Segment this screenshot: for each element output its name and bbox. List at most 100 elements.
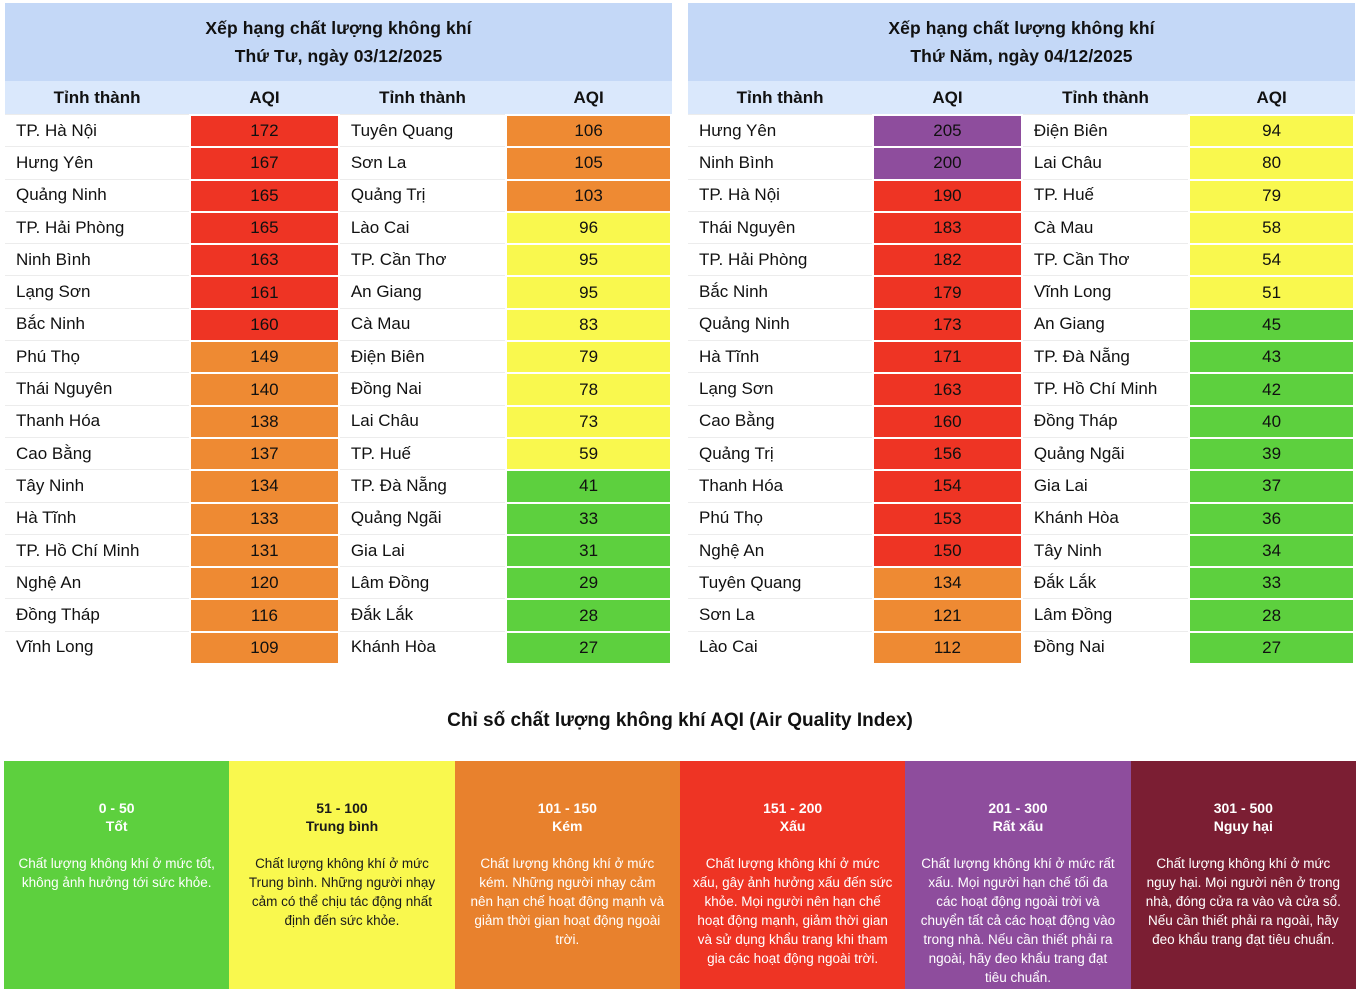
province-cell: Thái Nguyên: [688, 210, 873, 244]
aqi-value-cell: 161: [189, 275, 340, 308]
aqi-value-cell: 167: [189, 146, 340, 179]
province-cell: An Giang: [1022, 307, 1189, 341]
aqi-value-cell: 96: [505, 210, 672, 244]
table-row: Cao Bằng 137 TP. Huế 59: [5, 436, 672, 470]
province-cell: TP. Cần Thơ: [1022, 243, 1189, 276]
aqi-value-cell: 79: [505, 340, 672, 373]
aqi-value-cell: 153: [872, 501, 1023, 534]
aqi-value-cell: 171: [872, 340, 1023, 373]
aqi-value-cell: 163: [189, 243, 340, 276]
province-cell: Hà Tĩnh: [688, 340, 873, 373]
aqi-value-cell: 34: [1188, 533, 1355, 567]
province-cell: Lai Châu: [1022, 146, 1189, 179]
aqi-value-cell: 105: [505, 146, 672, 179]
aqi-value-cell: 80: [1188, 146, 1355, 179]
province-cell: TP. Hà Nội: [688, 178, 873, 211]
table-row: Thanh Hóa 138 Lai Châu 73: [5, 404, 672, 437]
province-cell: TP. Hồ Chí Minh: [5, 533, 190, 567]
aqi-value-cell: 173: [872, 307, 1023, 341]
province-cell: Lâm Đồng: [1022, 598, 1189, 631]
province-cell: Quảng Trị: [688, 436, 873, 470]
province-cell: Đắk Lắk: [1022, 566, 1189, 599]
province-cell: Phú Thọ: [5, 340, 190, 373]
table-date: Thứ Năm, ngày 04/12/2025: [910, 45, 1133, 66]
aqi-value-cell: 95: [505, 243, 672, 276]
aqi-value-cell: 160: [189, 307, 340, 341]
aqi-table-day-1: Xếp hạng chất lượng không khí Thứ Tư, ng…: [5, 3, 672, 664]
province-cell: Nghệ An: [688, 533, 873, 567]
province-cell: Cà Mau: [339, 307, 506, 341]
table-body: TP. Hà Nội 172 Tuyên Quang 106 Hưng Yên 167 Sơ…: [5, 114, 672, 664]
table-row: Quảng Ninh 173 An Giang 45: [688, 307, 1355, 341]
aqi-value-cell: 165: [189, 178, 340, 211]
table-row: TP. Hà Nội 190 TP. Huế 79: [688, 178, 1355, 211]
legend-category-card: 151 - 200 Xấu Chất lượng không khí ở mức x…: [679, 761, 906, 990]
aqi-value-cell: 140: [189, 372, 340, 405]
table-row: Vĩnh Long 109 Khánh Hòa 27: [5, 630, 672, 664]
column-header: Tỉnh thành: [1062, 87, 1149, 107]
aqi-value-cell: 163: [872, 372, 1023, 405]
province-cell: Đồng Nai: [1022, 630, 1189, 664]
province-cell: TP. Huế: [339, 436, 506, 470]
province-cell: Quảng Ninh: [5, 178, 190, 211]
aqi-value-cell: 112: [872, 630, 1023, 664]
aqi-value-cell: 39: [1188, 436, 1355, 470]
table-row: Hưng Yên 167 Sơn La 105: [5, 146, 672, 179]
table-row: Thái Nguyên 140 Đồng Nai 78: [5, 372, 672, 405]
aqi-value-cell: 133: [189, 501, 340, 534]
province-cell: Lào Cai: [339, 210, 506, 244]
table-title: Xếp hạng chất lượng không khí: [205, 17, 472, 38]
table-row: Bắc Ninh 160 Cà Mau 83: [5, 307, 672, 341]
aqi-value-cell: 42: [1188, 372, 1355, 405]
province-cell: Đồng Tháp: [1022, 404, 1189, 437]
legend-range: 101 - 150: [537, 800, 597, 817]
aqi-value-cell: 37: [1188, 469, 1355, 502]
province-cell: Quảng Ngãi: [1022, 436, 1189, 470]
table-row: Quảng Ninh 165 Quảng Trị 103: [5, 178, 672, 211]
province-cell: TP. Cần Thơ: [339, 243, 506, 276]
aqi-value-cell: 154: [872, 469, 1023, 502]
province-cell: Vĩnh Long: [1022, 275, 1189, 308]
table-header-band: Xếp hạng chất lượng không khí Thứ Tư, ng…: [5, 3, 672, 81]
aqi-value-cell: 137: [189, 436, 340, 470]
province-cell: TP. Hải Phòng: [688, 243, 873, 276]
province-cell: An Giang: [339, 275, 506, 308]
province-cell: TP. Huế: [1022, 178, 1189, 211]
column-header: AQI: [932, 87, 963, 107]
province-cell: Điện Biên: [1022, 114, 1189, 147]
legend-description: Chất lượng không khí ở mức rất xấu. Mọi …: [920, 856, 1116, 985]
table-row: TP. Hải Phòng 165 Lào Cai 96: [5, 210, 672, 244]
aqi-value-cell: 27: [1188, 630, 1355, 664]
aqi-value-cell: 150: [872, 533, 1023, 567]
aqi-value-cell: 138: [189, 404, 340, 437]
province-cell: Ninh Bình: [5, 243, 190, 276]
province-cell: Quảng Trị: [339, 178, 506, 211]
table-row: TP. Hải Phòng 182 TP. Cần Thơ 54: [688, 243, 1355, 276]
legend-range: 201 - 300: [988, 800, 1048, 817]
legend-description: Chất lượng không khí ở mức Trung bình. N…: [248, 856, 436, 929]
table-row: Ninh Bình 200 Lai Châu 80: [688, 146, 1355, 179]
table-row: Thái Nguyên 183 Cà Mau 58: [688, 210, 1355, 244]
aqi-value-cell: 33: [505, 501, 672, 534]
province-cell: Nghệ An: [5, 566, 190, 599]
aqi-value-cell: 41: [505, 469, 672, 502]
tables-container: Xếp hạng chất lượng không khí Thứ Tư, ng…: [5, 3, 1355, 664]
aqi-value-cell: 83: [505, 307, 672, 341]
province-cell: TP. Hồ Chí Minh: [1022, 372, 1189, 405]
aqi-value-cell: 40: [1188, 404, 1355, 437]
aqi-value-cell: 33: [1188, 566, 1355, 599]
province-cell: Điện Biên: [339, 340, 506, 373]
province-cell: Hưng Yên: [5, 146, 190, 179]
aqi-value-cell: 131: [189, 533, 340, 567]
province-cell: Thái Nguyên: [5, 372, 190, 405]
province-cell: Đồng Nai: [339, 372, 506, 405]
aqi-value-cell: 78: [505, 372, 672, 405]
province-cell: Cao Bằng: [688, 404, 873, 437]
table-row: Tuyên Quang 134 Đắk Lắk 33: [688, 566, 1355, 599]
table-row: Nghệ An 150 Tây Ninh 34: [688, 533, 1355, 567]
province-cell: Cao Bằng: [5, 436, 190, 470]
aqi-value-cell: 79: [1188, 178, 1355, 211]
aqi-value-cell: 121: [872, 598, 1023, 631]
aqi-value-cell: 58: [1188, 210, 1355, 244]
aqi-value-cell: 109: [189, 630, 340, 664]
